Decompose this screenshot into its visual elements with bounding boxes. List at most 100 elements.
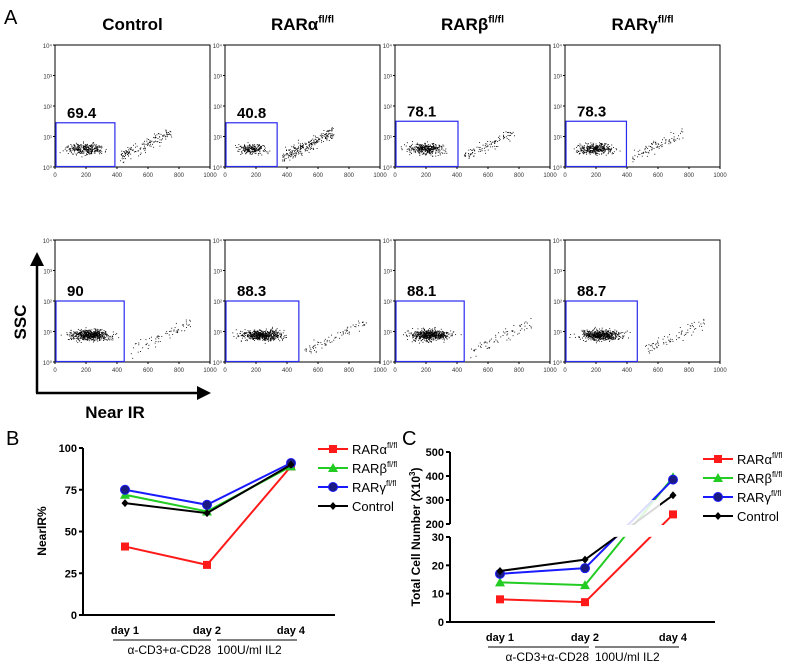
event-dot xyxy=(597,148,599,150)
event-dot xyxy=(84,338,86,340)
event-dot xyxy=(145,339,147,341)
event-dot xyxy=(305,143,307,145)
event-dot xyxy=(581,149,583,151)
event-dot xyxy=(600,331,602,333)
event-dot xyxy=(434,332,436,333)
event-dot xyxy=(609,337,611,339)
event-dot xyxy=(331,135,333,137)
event-dot xyxy=(247,146,249,148)
event-dot xyxy=(169,337,171,339)
event-dot xyxy=(424,148,426,150)
event-dot xyxy=(581,151,583,153)
event-dot xyxy=(603,338,605,340)
event-dot xyxy=(417,334,418,336)
event-dot xyxy=(426,330,428,332)
event-dot xyxy=(434,328,436,330)
event-dot xyxy=(439,152,441,154)
event-dot xyxy=(479,345,481,347)
event-dot xyxy=(175,331,177,333)
event-dot xyxy=(423,336,425,338)
event-dot xyxy=(670,338,672,340)
event-dot xyxy=(601,142,602,144)
event-dot xyxy=(78,145,80,147)
event-dot xyxy=(603,144,605,146)
event-dot xyxy=(431,146,432,148)
y-tick-label: 0 xyxy=(71,610,77,622)
event-dot xyxy=(481,148,483,150)
event-dot xyxy=(524,325,526,327)
event-dot xyxy=(66,333,68,335)
event-dot xyxy=(449,333,451,335)
event-dot xyxy=(250,336,252,338)
event-dot xyxy=(310,146,312,148)
event-dot xyxy=(68,339,70,341)
event-dot xyxy=(584,149,586,151)
event-dot xyxy=(591,331,592,333)
event-dot xyxy=(166,132,168,134)
event-dot xyxy=(79,339,81,341)
event-dot xyxy=(91,150,92,152)
event-dot xyxy=(248,338,250,340)
event-dot xyxy=(301,146,303,147)
event-dot xyxy=(463,155,465,157)
event-dot xyxy=(265,330,267,332)
gate-percentage: 88.3 xyxy=(237,283,266,300)
event-dot xyxy=(483,342,485,344)
event-dot xyxy=(438,338,440,340)
event-dot xyxy=(526,328,528,329)
legend-marker xyxy=(713,492,723,502)
event-dot xyxy=(681,331,683,333)
event-dot xyxy=(619,335,621,337)
event-dot xyxy=(98,332,100,334)
event-dot xyxy=(425,154,427,156)
event-dot xyxy=(94,337,96,339)
event-dot xyxy=(77,148,79,150)
event-dot xyxy=(418,147,420,149)
event-dot xyxy=(155,340,157,342)
event-dot xyxy=(259,333,261,335)
event-dot xyxy=(258,146,260,148)
event-dot xyxy=(441,332,443,334)
event-dot xyxy=(265,338,267,340)
event-dot xyxy=(514,331,516,333)
event-dot xyxy=(72,147,74,148)
event-dot xyxy=(335,336,337,338)
event-dot xyxy=(662,139,663,141)
event-dot xyxy=(93,335,95,337)
event-dot xyxy=(511,331,513,332)
event-dot xyxy=(71,339,73,341)
event-dot xyxy=(265,335,266,337)
event-dot xyxy=(74,331,75,333)
event-dot xyxy=(263,336,265,338)
event-dot xyxy=(125,152,127,154)
event-dot xyxy=(331,341,333,343)
event-dot xyxy=(169,331,171,332)
event-dot xyxy=(427,146,429,148)
legend-marker xyxy=(713,473,723,482)
y-tick-label: 400 xyxy=(426,471,444,483)
event-dot xyxy=(240,335,242,337)
event-dot xyxy=(326,139,328,141)
event-dot xyxy=(438,335,440,337)
event-dot xyxy=(436,147,438,148)
event-dot xyxy=(344,329,346,331)
event-dot xyxy=(433,147,435,149)
event-dot xyxy=(604,337,606,339)
event-dot xyxy=(90,335,92,337)
event-dot xyxy=(253,148,255,150)
event-dot xyxy=(83,148,85,150)
event-dot xyxy=(149,139,151,141)
event-dot xyxy=(358,330,360,332)
event-dot xyxy=(75,333,76,335)
event-dot xyxy=(612,331,613,333)
event-dot xyxy=(128,153,130,155)
event-dot xyxy=(618,332,620,334)
event-dot xyxy=(625,331,627,333)
event-dot xyxy=(321,136,323,138)
event-dot xyxy=(299,147,301,149)
event-dot xyxy=(98,334,100,336)
event-dot xyxy=(427,337,429,339)
event-dot xyxy=(86,337,88,339)
event-dot xyxy=(79,147,81,149)
event-dot xyxy=(593,332,595,334)
